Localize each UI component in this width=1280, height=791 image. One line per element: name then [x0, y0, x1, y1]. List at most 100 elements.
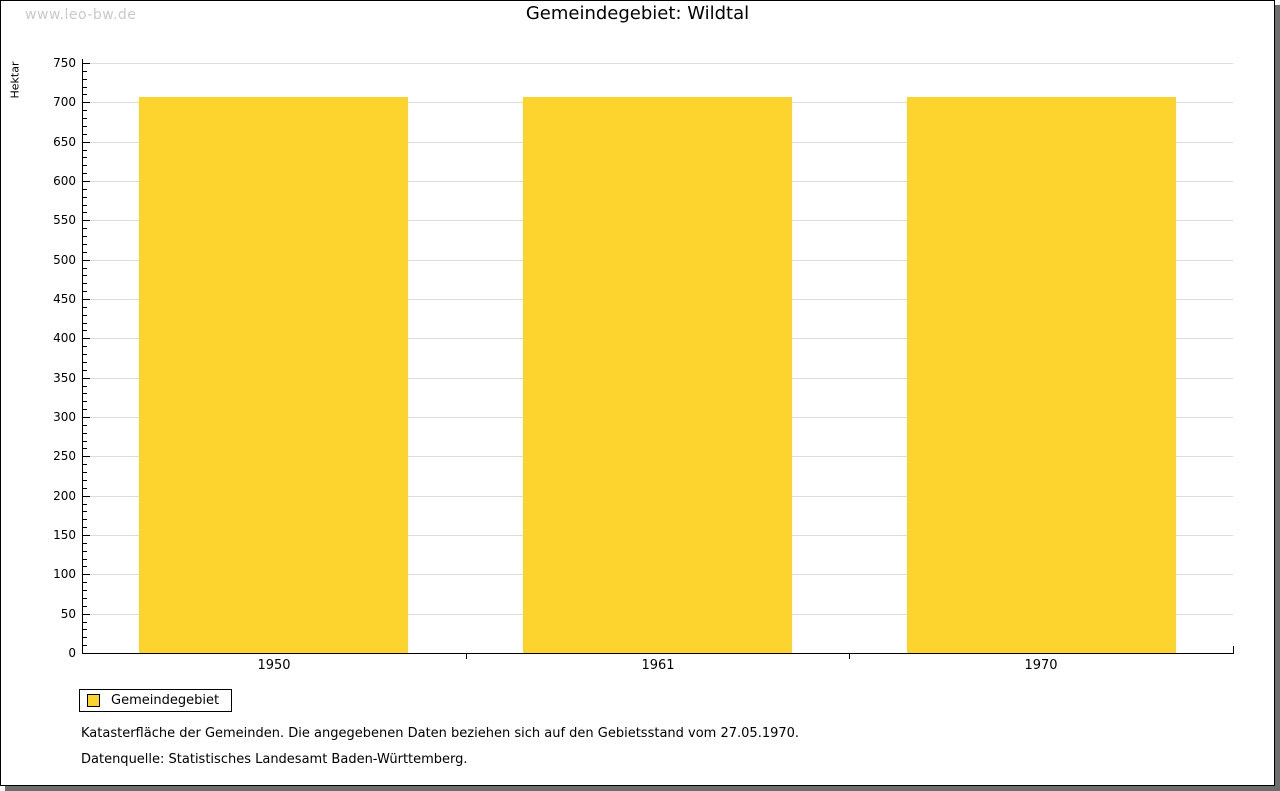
y-minor-tick-440 [83, 307, 87, 308]
y-minor-tick-540 [83, 228, 87, 229]
y-major-tick-200 [83, 496, 90, 497]
y-minor-tick-30 [83, 629, 87, 630]
y-minor-tick-90 [83, 582, 87, 583]
y-minor-tick-20 [83, 637, 87, 638]
y-minor-tick-430 [83, 315, 87, 316]
y-minor-tick-740 [83, 71, 87, 72]
y-minor-tick-410 [83, 330, 87, 331]
y-minor-tick-530 [83, 236, 87, 237]
y-minor-tick-120 [83, 559, 87, 560]
y-axis-line [82, 59, 83, 654]
x-axis-line [82, 653, 1234, 654]
y-minor-tick-170 [83, 519, 87, 520]
y-minor-tick-620 [83, 165, 87, 166]
y-minor-tick-270 [83, 441, 87, 442]
legend-color-swatch [87, 694, 100, 707]
y-minor-tick-290 [83, 425, 87, 426]
y-tick-label-0: 0 [68, 646, 76, 660]
y-minor-tick-40 [83, 622, 87, 623]
chart-title: Gemeindegebiet: Wildtal [525, 3, 750, 24]
y-minor-tick-370 [83, 362, 87, 363]
y-minor-tick-710 [83, 94, 87, 95]
y-minor-tick-630 [83, 157, 87, 158]
y-minor-tick-610 [83, 173, 87, 174]
y-minor-tick-480 [83, 275, 87, 276]
y-major-tick-350 [83, 378, 90, 379]
y-major-tick-550 [83, 220, 90, 221]
y-major-tick-500 [83, 260, 90, 261]
y-minor-tick-570 [83, 205, 87, 206]
y-minor-tick-220 [83, 480, 87, 481]
y-minor-tick-130 [83, 551, 87, 552]
y-major-tick-750 [83, 63, 90, 64]
y-tick-label-250: 250 [53, 449, 76, 463]
y-tick-label-700: 700 [53, 95, 76, 109]
y-minor-tick-210 [83, 488, 87, 489]
y-major-tick-150 [83, 535, 90, 536]
y-tick-label-650: 650 [53, 135, 76, 149]
y-minor-tick-280 [83, 433, 87, 434]
x-tick-label-1950: 1950 [257, 658, 291, 673]
y-minor-tick-190 [83, 504, 87, 505]
y-minor-tick-320 [83, 401, 87, 402]
y-minor-tick-720 [83, 87, 87, 88]
y-minor-tick-390 [83, 346, 87, 347]
y-tick-label-600: 600 [53, 174, 76, 188]
y-minor-tick-590 [83, 189, 87, 190]
y-minor-tick-660 [83, 134, 87, 135]
legend-label: Gemeindegebiet [111, 693, 220, 708]
y-minor-tick-670 [83, 126, 87, 127]
x-boundary-tick-2 [849, 653, 850, 659]
x-boundary-tick-1 [466, 653, 467, 659]
y-minor-tick-360 [83, 370, 87, 371]
y-minor-tick-520 [83, 244, 87, 245]
y-major-tick-400 [83, 338, 90, 339]
y-minor-tick-690 [83, 110, 87, 111]
y-tick-label-400: 400 [53, 331, 76, 345]
y-major-tick-650 [83, 142, 90, 143]
y-tick-label-550: 550 [53, 213, 76, 227]
y-minor-tick-140 [83, 543, 87, 544]
y-tick-label-200: 200 [53, 489, 76, 503]
y-minor-tick-60 [83, 606, 87, 607]
y-tick-label-300: 300 [53, 410, 76, 424]
footnote-datenquelle: Datenquelle: Statistisches Landesamt Bad… [81, 752, 468, 767]
y-minor-tick-240 [83, 464, 87, 465]
y-minor-tick-180 [83, 511, 87, 512]
y-minor-tick-640 [83, 150, 87, 151]
y-minor-tick-110 [83, 566, 87, 567]
y-minor-tick-260 [83, 448, 87, 449]
gridline-y750 [82, 63, 1233, 64]
y-minor-tick-510 [83, 252, 87, 253]
y-minor-tick-680 [83, 118, 87, 119]
y-tick-label-350: 350 [53, 371, 76, 385]
y-tick-label-500: 500 [53, 253, 76, 267]
y-minor-tick-490 [83, 268, 87, 269]
y-tick-label-450: 450 [53, 292, 76, 306]
legend-box: Gemeindegebiet [79, 689, 233, 712]
bar-1970 [907, 97, 1176, 653]
bar-1950 [139, 97, 408, 653]
x-tick-label-1970: 1970 [1024, 658, 1058, 673]
y-minor-tick-340 [83, 386, 87, 387]
y-minor-tick-80 [83, 590, 87, 591]
y-minor-tick-560 [83, 212, 87, 213]
y-minor-tick-330 [83, 393, 87, 394]
x-axis-end-tick [1233, 646, 1234, 653]
y-minor-tick-460 [83, 291, 87, 292]
y-major-tick-300 [83, 417, 90, 418]
y-tick-label-100: 100 [53, 567, 76, 581]
y-minor-tick-230 [83, 472, 87, 473]
y-major-tick-50 [83, 614, 90, 615]
y-major-tick-600 [83, 181, 90, 182]
y-minor-tick-730 [83, 79, 87, 80]
y-minor-tick-470 [83, 283, 87, 284]
y-minor-tick-310 [83, 409, 87, 410]
y-minor-tick-10 [83, 645, 87, 646]
bar-1961 [523, 97, 792, 653]
y-major-tick-0 [83, 653, 90, 654]
watermark-text: www.leo-bw.de [25, 7, 137, 23]
y-major-tick-700 [83, 102, 90, 103]
